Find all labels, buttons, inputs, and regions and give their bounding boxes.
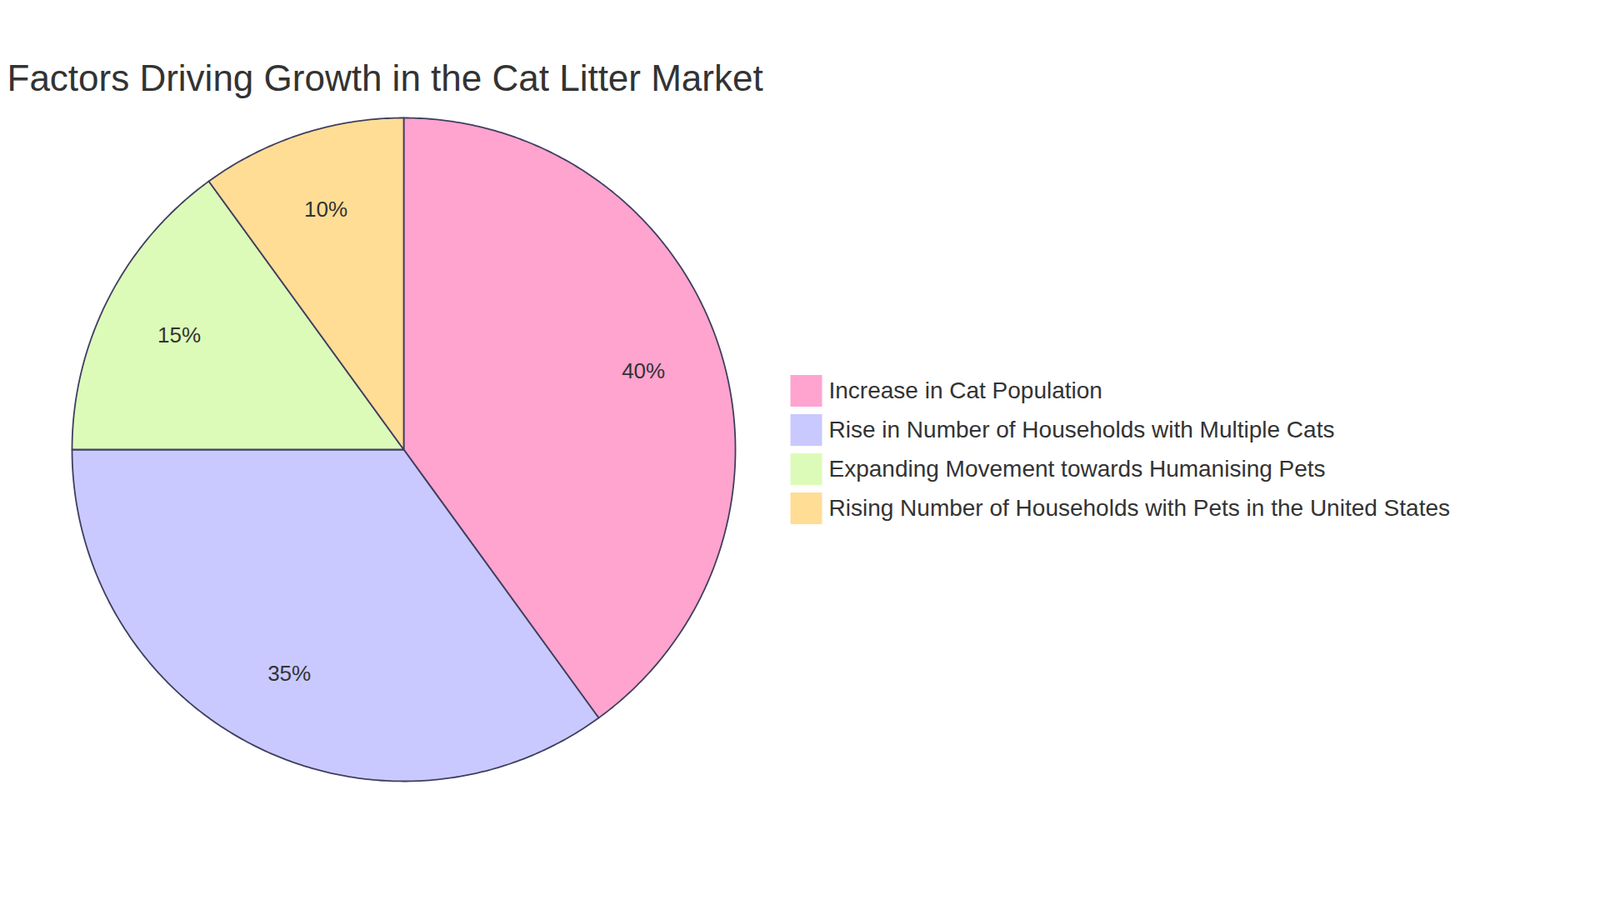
svg-text:Increase in Cat Population: Increase in Cat Population <box>829 377 1103 404</box>
svg-text:Factors Driving Growth in the: Factors Driving Growth in the Cat Litter… <box>7 57 764 99</box>
svg-text:10%: 10% <box>304 196 348 222</box>
svg-text:35%: 35% <box>267 660 311 686</box>
svg-text:Expanding Movement towards Hum: Expanding Movement towards Humanising Pe… <box>829 455 1326 482</box>
svg-text:15%: 15% <box>157 321 201 347</box>
svg-text:Rise in Number of Households w: Rise in Number of Households with Multip… <box>829 416 1335 443</box>
svg-text:40%: 40% <box>621 358 665 384</box>
svg-text:Rising Number of Households wi: Rising Number of Households with Pets in… <box>829 495 1451 521</box>
